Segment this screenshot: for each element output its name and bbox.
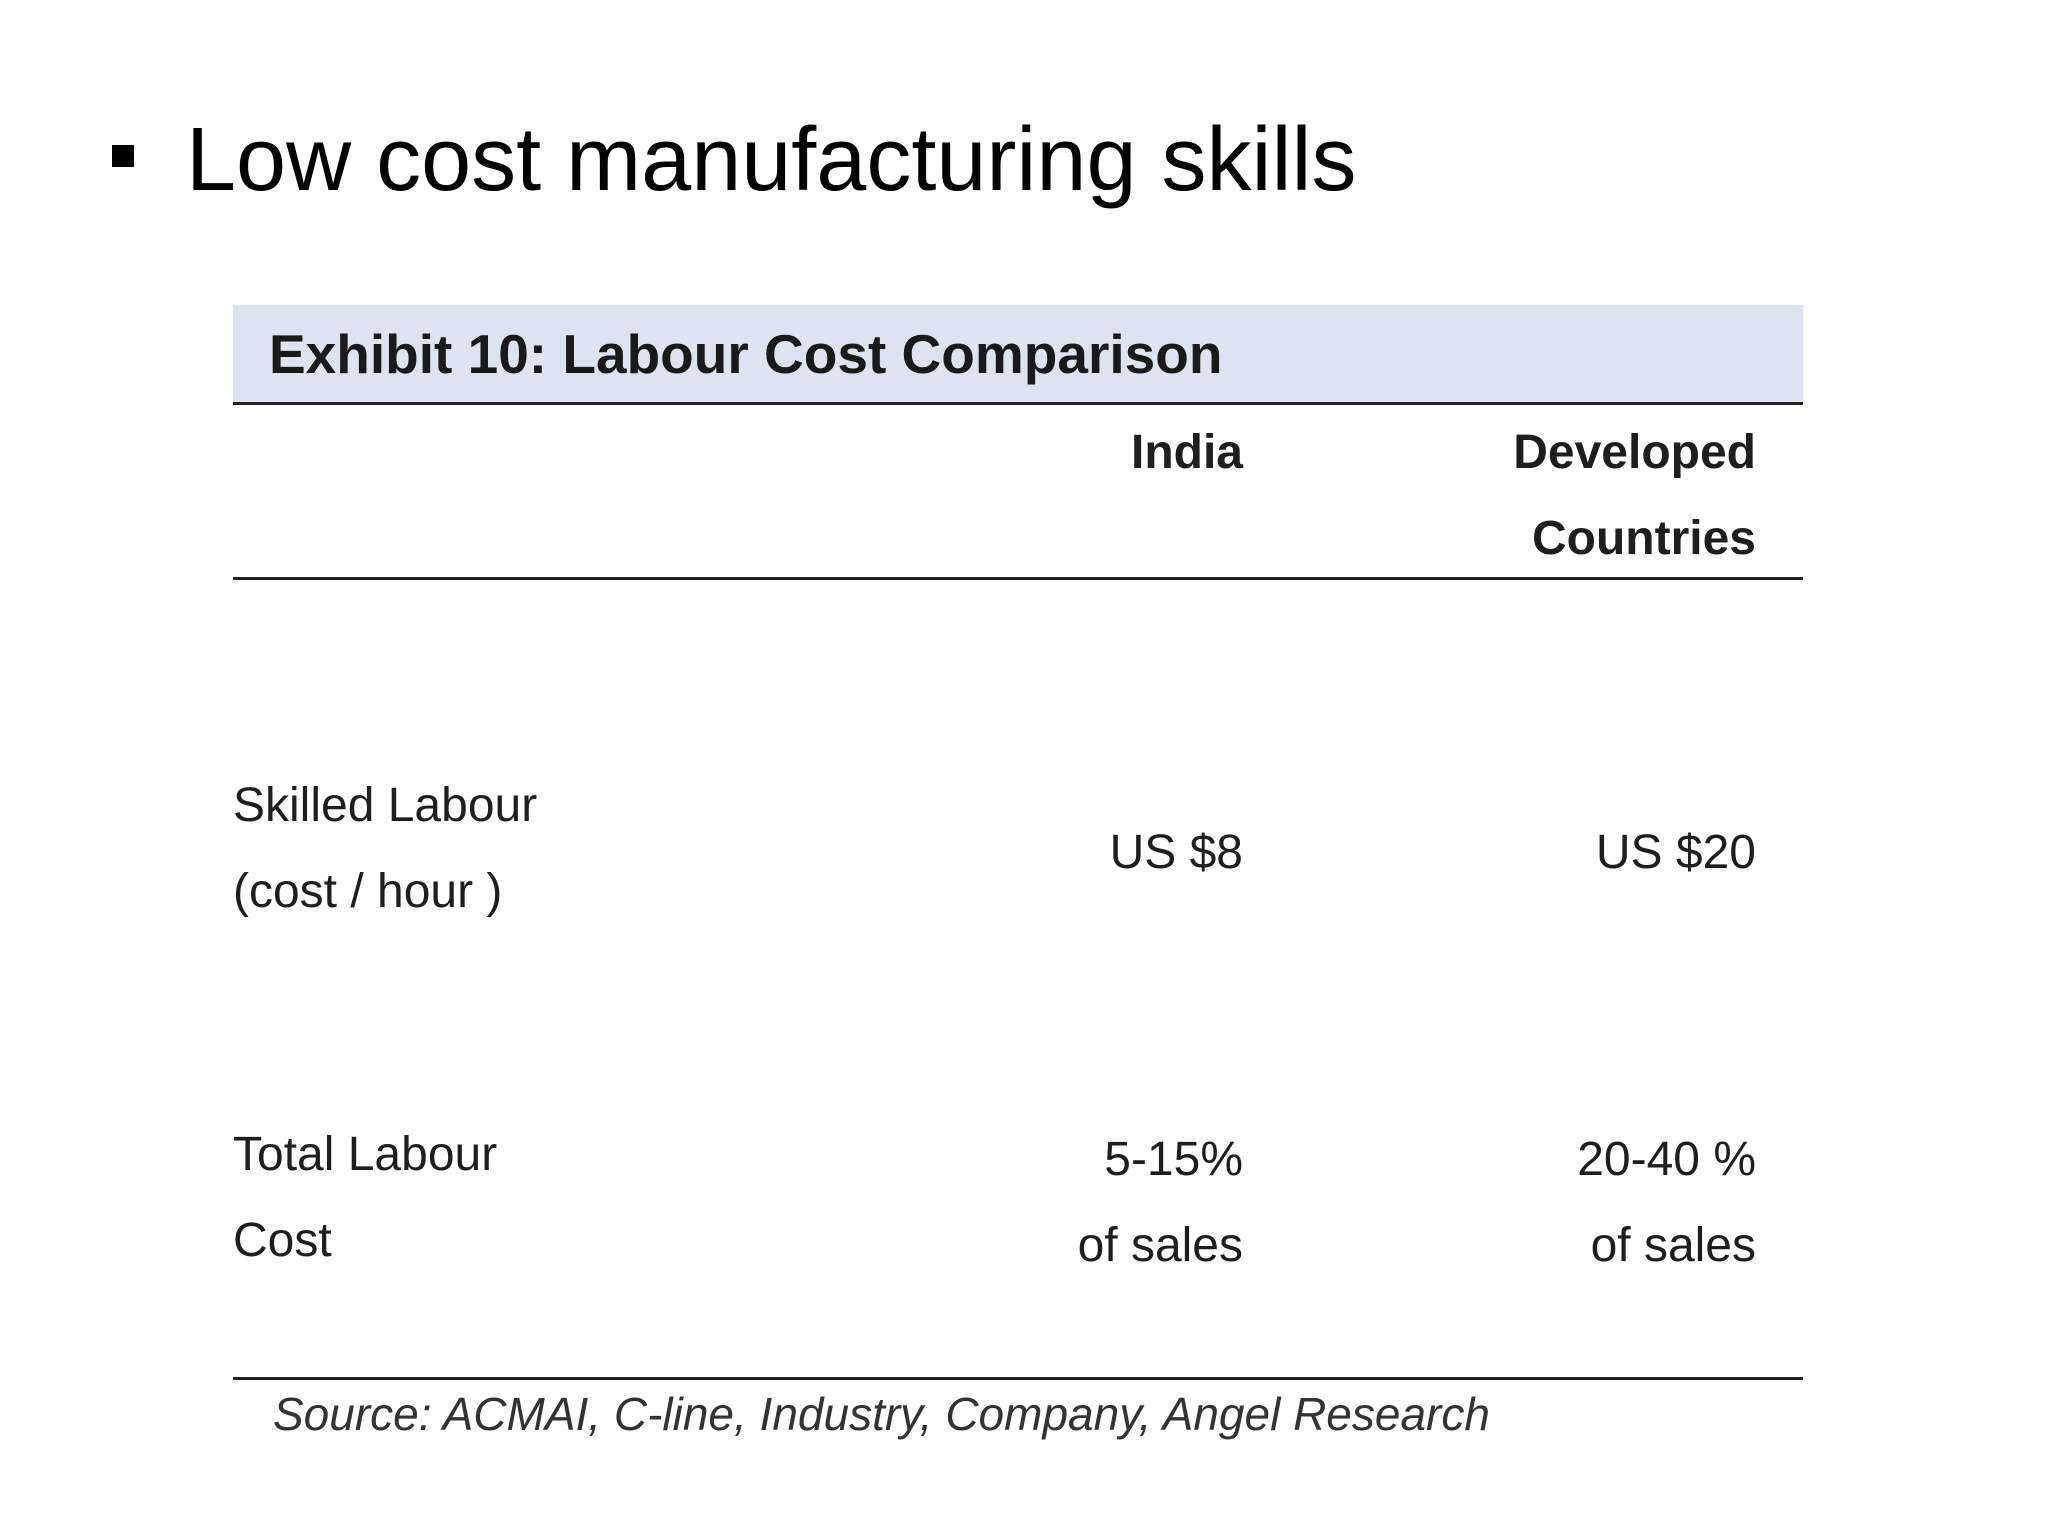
slide-heading: Low cost manufacturing skills [186,110,1357,210]
labour-cost-table: India Developed Countries Skilled Labour… [233,405,1803,1272]
row-label-skilled-labour-line1: Skilled Labour [233,779,538,832]
row-label-total-labour-line1: Total Labour [233,1128,498,1181]
cell-total-labour-developed-line1: 20-40 % [1577,1133,1756,1186]
square-bullet-icon [112,145,134,167]
column-header-india: India [1130,426,1243,479]
column-header-developed-line1: Developed [1513,426,1756,479]
column-header-developed-line2: Countries [1531,512,1756,565]
row-label-total-labour-line2: Cost [233,1214,332,1267]
source-divider [233,1377,1803,1380]
column-header-row: India Developed Countries [233,405,1803,580]
cell-skilled-labour-india: US $8 [1109,826,1243,879]
exhibit-title: Exhibit 10: Labour Cost Comparison [269,322,1223,385]
bullet-point: Low cost manufacturing skills [112,100,1356,220]
exhibit-table: Exhibit 10: Labour Cost Comparison India… [233,305,1803,1440]
cell-total-labour-developed-line2: of sales [1590,1219,1756,1272]
row-label-skilled-labour-line2: (cost / hour ) [233,865,503,918]
exhibit-title-bar: Exhibit 10: Labour Cost Comparison [233,305,1803,405]
cell-total-labour-india-line2: of sales [1077,1219,1243,1272]
cell-total-labour-india-line1: 5-15% [1104,1133,1243,1186]
cell-skilled-labour-developed: US $20 [1595,826,1756,879]
source-note: Source: ACMAI, C-line, Industry, Company… [273,1388,1490,1440]
